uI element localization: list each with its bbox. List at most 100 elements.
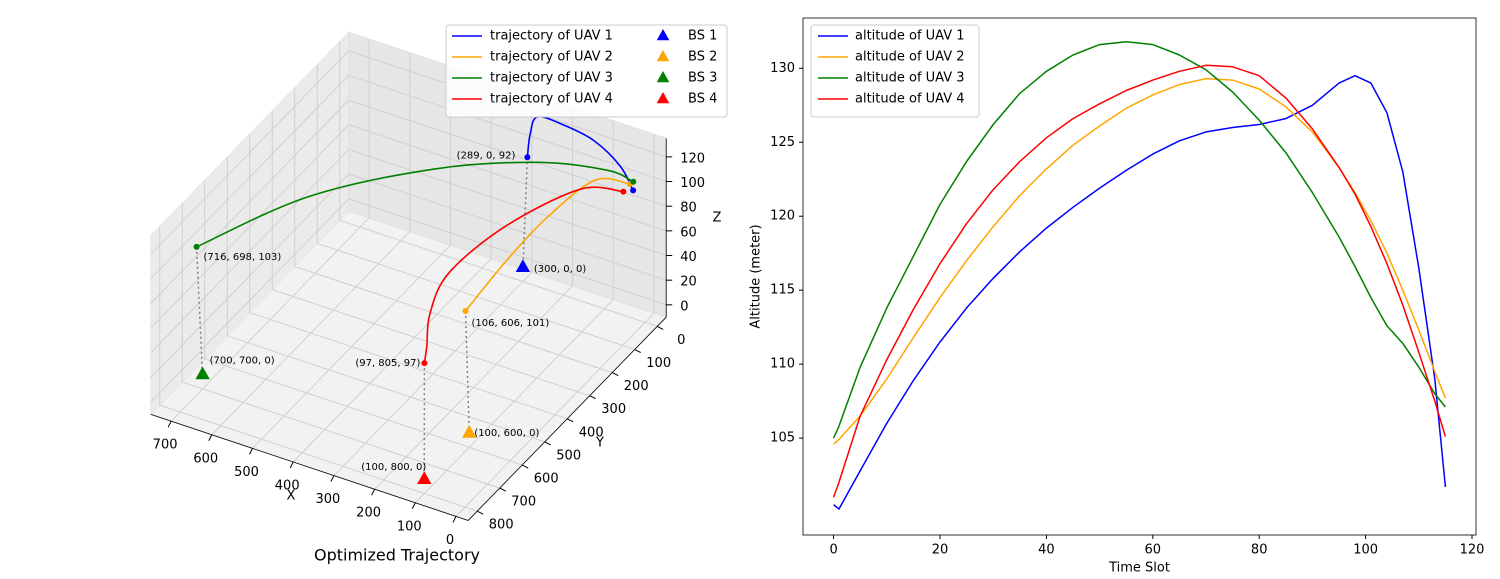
x-tick-label: 700 [153,438,178,453]
trajectory-point [193,243,200,250]
trajectory-line [464,177,631,312]
base-station [195,366,210,380]
legend-label: BS 2 [688,50,717,65]
y-tick-label: 100 [646,356,671,371]
y-tick-label: 200 [624,379,649,394]
tick-mark [167,420,172,428]
tick-mark [289,461,294,469]
legend-box [810,24,980,118]
x-tick-label: 300 [315,492,340,507]
series-line [833,77,1447,445]
legend-label: BS 1 [688,29,717,44]
x-tick-label: 60 [1145,543,1162,558]
base-station [515,259,531,272]
tick-mark [521,464,529,469]
x-tick-label: 0 [446,533,454,548]
tick-mark [499,487,506,492]
z-tick-label: 20 [680,275,697,290]
plot-frame [802,17,1477,536]
y-axis-label: Y [595,436,604,451]
legend: altitude of UAV 1 altitude of UAV 2 altitu… [810,24,980,118]
grid-line [150,75,350,280]
connector [522,157,529,270]
legend: trajectory of UAV 1 trajectory of UAV 2 tr… [445,24,728,118]
z-axis-label: Z [713,211,722,226]
legend-label: altitude of UAV 4 [855,92,965,107]
y-tick-label: 120 [770,209,795,224]
grid-line [182,381,500,489]
y-tick-label: 125 [770,135,795,150]
y-tick-label: 0 [677,333,685,348]
x-tick-label: 100 [397,519,422,534]
x-tick-label: 40 [1038,543,1055,558]
grid-line [339,219,658,327]
tick-mark [656,325,664,330]
x-tick-label: 0 [829,543,837,558]
grid-line [159,404,478,512]
grid-line [348,148,667,256]
y-tick-label: 800 [489,518,514,533]
x-axis-label: Time Slot [1108,561,1170,576]
z-tick-label: 120 [680,151,705,166]
point-label: (97, 805, 97) [355,358,420,369]
grid-line [150,99,350,304]
z-tick-label: 80 [680,201,697,216]
tick-mark [589,395,596,400]
x-tick-label: 120 [1460,543,1485,558]
tick-mark [411,502,416,509]
tick-mark [371,488,376,496]
trajectory-point [630,187,637,194]
x-tick-label: 80 [1251,543,1268,558]
trajectory-point [620,188,627,195]
y-tick-label: 700 [511,495,536,510]
y-axis-label: Altitude (meter) [749,224,764,328]
legend-label: trajectory of UAV 1 [490,29,613,44]
legend-label: trajectory of UAV 4 [490,92,613,107]
axis-line [467,316,667,521]
trajectory-point [630,178,637,185]
legend-marker [656,92,670,104]
point-label: (100, 800, 0) [361,462,426,473]
series-line [832,40,1446,439]
point-label: (289, 0, 92) [457,150,516,161]
grid-line [348,124,667,232]
point-label: (100, 600, 0) [474,428,539,439]
base-station [462,425,477,438]
point-label: (300, 0, 0) [534,264,586,275]
legend-marker [656,50,670,62]
chart-title: Optimized Trajectory [314,546,480,565]
grid-line [204,358,523,466]
trajectory-line [196,161,634,248]
z-tick-label: 0 [680,299,688,314]
tick-mark [249,448,253,455]
legend-label: altitude of UAV 3 [855,71,965,86]
tick-mark [476,510,484,515]
grid-line [150,173,350,378]
x-tick-label: 600 [193,451,218,466]
tick-mark [330,475,335,482]
connector [464,311,471,436]
x-tick-label: 200 [356,506,381,521]
base-station [417,471,432,484]
trajectory-line [526,115,634,191]
point-label: (106, 606, 101) [472,318,550,329]
y-tick-label: 105 [770,431,795,446]
grid-line [227,335,545,443]
legend-label: BS 4 [688,92,717,107]
grid-line [348,198,667,306]
z-tick-label: 60 [680,225,697,240]
series-line [832,64,1447,498]
legend-label: altitude of UAV 2 [855,50,965,65]
tick-mark [208,434,213,441]
y-tick-label: 300 [601,402,626,417]
trajectory-line [423,186,624,364]
grid-line [348,99,667,207]
tick-mark [566,418,574,423]
x-tick-label: 20 [932,543,949,558]
legend-marker [656,29,670,41]
trajectory-point [421,360,428,367]
connector [195,246,204,377]
x-axis-label: X [287,489,296,504]
